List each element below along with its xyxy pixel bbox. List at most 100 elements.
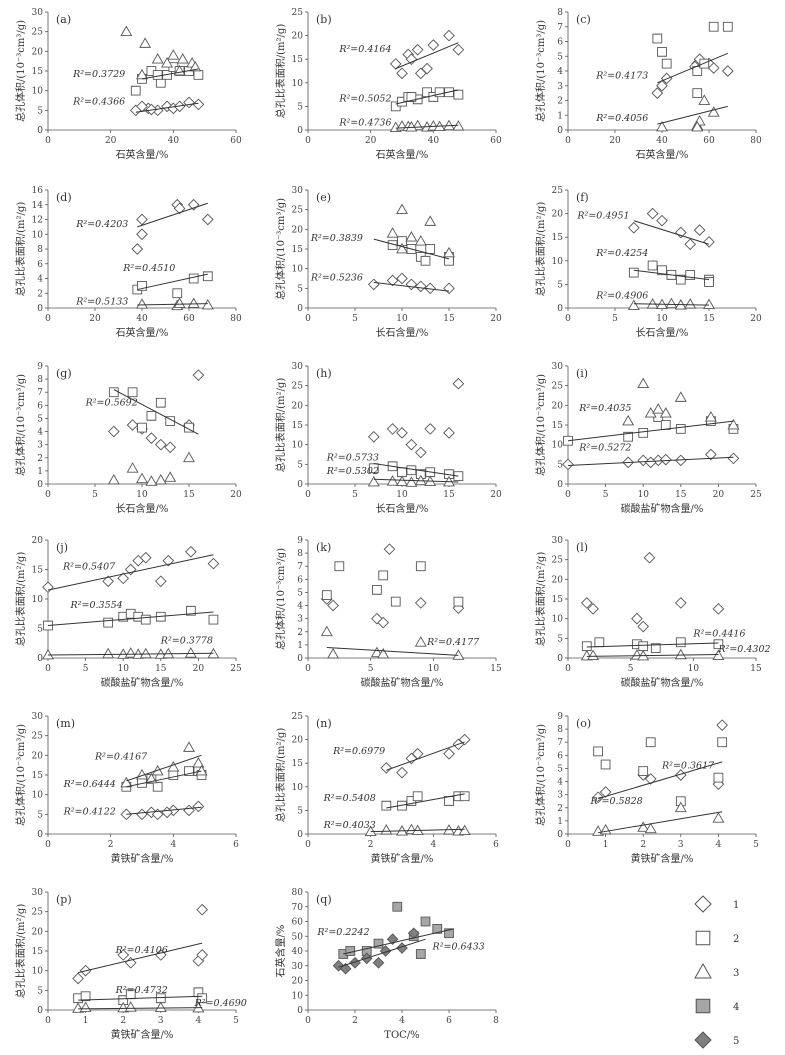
data-point-diamond	[192, 800, 205, 813]
data-point-triangle	[183, 741, 195, 752]
data-point-diamond	[716, 719, 728, 732]
data-point-triangle	[627, 299, 640, 310]
x-tick-label: 5	[368, 664, 374, 674]
panel-tag: (m)	[56, 717, 75, 730]
trendline	[597, 761, 723, 800]
panel-tag: (j)	[56, 541, 68, 554]
data-point-diamond	[727, 452, 740, 465]
y-tick-label: 6	[297, 575, 303, 585]
trendline	[78, 995, 203, 1001]
x-tick-label: 0	[305, 136, 311, 146]
data-point-triangle	[154, 473, 167, 485]
data-point-diamond	[693, 224, 706, 236]
y-tick-label: 4	[37, 428, 43, 438]
trendline	[113, 389, 199, 435]
data-point-square	[692, 66, 703, 76]
y-tick-label: 5	[297, 284, 303, 294]
data-point-square	[675, 274, 686, 285]
y-tick-label: 10	[292, 991, 304, 1001]
data-point-diamond	[452, 43, 465, 56]
data-point-diamond	[139, 551, 152, 564]
data-point-diamond	[703, 236, 715, 248]
x-tick-label: 20	[105, 136, 117, 146]
trendline	[373, 463, 459, 477]
trendline	[395, 89, 459, 105]
data-point-diamond	[42, 581, 54, 594]
r-squared-label: R²=0.4736	[338, 117, 391, 128]
data-point-triangle	[367, 475, 380, 487]
y-tick-label: 25	[292, 8, 304, 18]
r-squared-label: R²=0.4033	[323, 820, 376, 831]
trendline	[135, 102, 199, 113]
y-tick-label: 5	[37, 414, 43, 424]
data-point-square	[675, 424, 686, 434]
y-tick-label: 20	[552, 401, 564, 411]
x-tick-label: 5	[612, 314, 618, 324]
y-tick-label: 1	[297, 641, 303, 651]
data-point-triangle	[386, 475, 399, 486]
trendline	[78, 1007, 203, 1010]
trendline	[395, 124, 459, 129]
data-point-diamond	[712, 602, 725, 615]
data-point-triangle	[187, 297, 200, 308]
data-point-diamond	[646, 207, 659, 220]
data-point-diamond	[117, 949, 130, 961]
data-point-triangle	[659, 407, 672, 418]
data-point-diamond	[120, 808, 133, 821]
chart-i: 0 5 10 15 20 25 0 5 10 15 20 25 30 (i) 碳酸盐矿物含量/% 总孔体积/(…	[534, 362, 762, 515]
data-point-diamond	[183, 804, 195, 817]
data-point-diamond	[656, 79, 668, 92]
data-point-square	[155, 397, 166, 408]
x-tick-label: 0	[565, 490, 571, 500]
data-point-triangle	[364, 825, 377, 836]
legend: 1 2 3 4 5	[694, 895, 739, 1049]
y-tick-label: 5	[557, 460, 563, 470]
y-axis-label: 石英含量/%	[274, 925, 287, 978]
y-tick-label: 12	[32, 216, 43, 226]
data-point-triangle	[124, 1001, 137, 1012]
y-tick-label: 15	[552, 595, 564, 605]
data-point-triangle	[674, 801, 687, 813]
data-point-square	[415, 469, 426, 480]
y-tick-label: 5	[297, 588, 303, 598]
x-tick-label: 4	[399, 1016, 405, 1026]
y-tick-label: 20	[552, 210, 564, 220]
r-squared-label: R²=0.4416	[692, 628, 745, 639]
y-tick-label: 5	[557, 52, 563, 62]
x-tick-label: 10	[117, 664, 129, 674]
x-tick-label: 4	[196, 1016, 202, 1026]
x-tick-label: 1	[603, 840, 609, 850]
y-tick-label: 5	[297, 806, 303, 816]
data-point-diamond	[339, 962, 352, 975]
x-tick-label: 0	[565, 664, 571, 674]
data-point-square	[600, 759, 611, 770]
x-tick-label: 40	[428, 136, 440, 146]
y-tick-label: 9	[297, 536, 303, 546]
y-tick-label: 7	[37, 388, 43, 398]
data-point-square	[165, 416, 176, 426]
data-point-diamond	[405, 278, 418, 291]
y-tick-label: 6	[557, 751, 563, 761]
trendline	[657, 52, 728, 84]
y-tick-label: 20	[32, 47, 44, 57]
data-point-diamond	[377, 616, 390, 629]
trendline	[370, 828, 465, 833]
chart-l: 0 5 10 15 0 5 10 15 20 25 30 (l) 碳酸盐矿物含量/% 总孔比表面积/(m²…	[534, 536, 771, 689]
data-point-triangle	[184, 647, 197, 658]
panel-tag: (l)	[576, 541, 588, 554]
x-tick-label: 4	[170, 840, 176, 850]
trendline	[633, 269, 710, 281]
trendline	[586, 653, 719, 657]
chart-e: 0 5 10 15 20 0 5 10 15 20 25 30 (e) 长石含量/% 总孔体积/(10⁻³c…	[274, 186, 502, 339]
legend-marker-triangle	[694, 962, 712, 979]
data-point-diamond	[659, 453, 672, 466]
r-squared-label: R²=0.4254	[595, 248, 648, 259]
y-tick-label: 70	[292, 903, 304, 913]
panel-tag: (e)	[316, 191, 331, 204]
data-point-triangle	[707, 106, 720, 117]
x-tick-label: 8	[493, 1016, 499, 1026]
data-point-triangle	[195, 764, 208, 776]
panel-tag: (h)	[316, 367, 332, 380]
data-point-diamond	[599, 786, 612, 798]
panel-tag: (i)	[576, 367, 588, 380]
